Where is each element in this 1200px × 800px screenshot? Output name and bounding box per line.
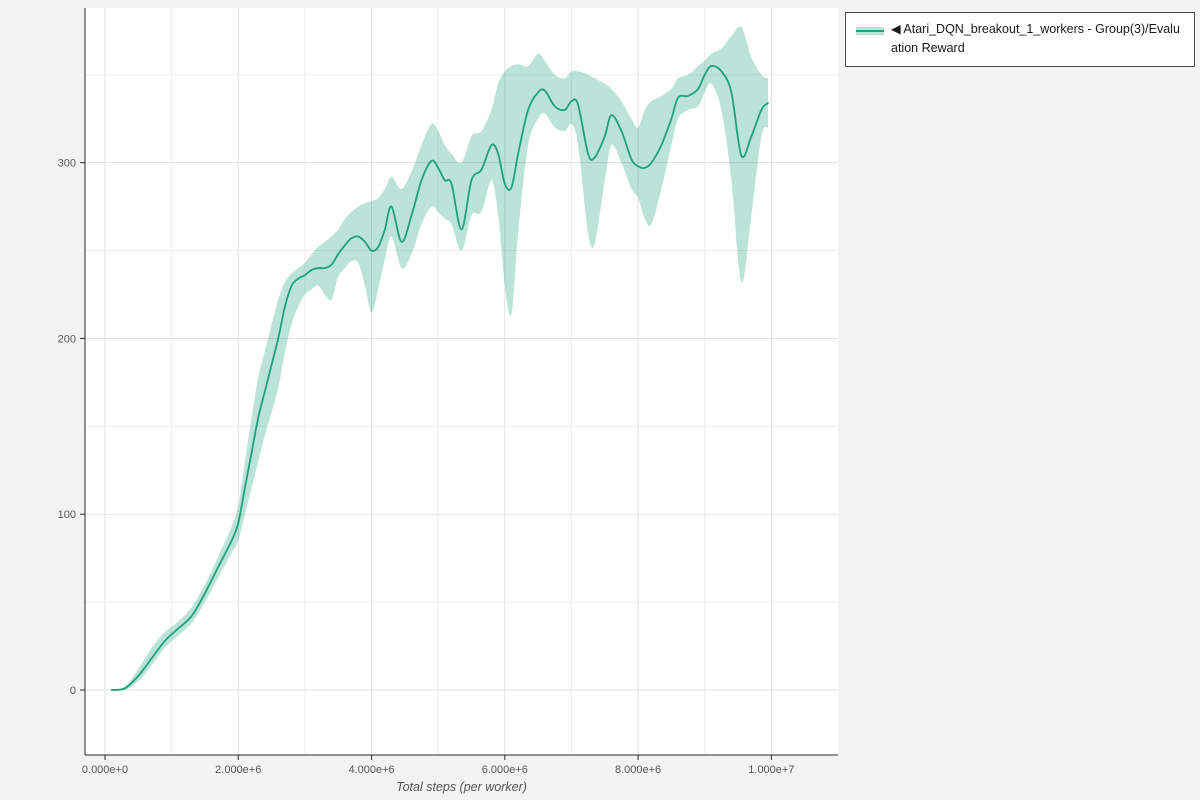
x-tick-label: 2.000e+6 xyxy=(215,764,261,776)
y-tick-label: 0 xyxy=(70,685,76,697)
legend-series-swatch-icon xyxy=(856,27,884,35)
x-tick-label: 1.000e+7 xyxy=(748,764,794,776)
x-tick-label: 6.000e+6 xyxy=(482,764,528,776)
mean-reward-line xyxy=(110,64,769,691)
confidence-band xyxy=(111,26,768,691)
x-tick-label: 4.000e+6 xyxy=(348,764,394,776)
legend[interactable]: ◀ Atari_DQN_breakout_1_workers - Group(3… xyxy=(845,12,1195,67)
x-tick-label: 0.000e+0 xyxy=(82,764,128,776)
y-tick-label: 300 xyxy=(58,158,76,170)
y-tick-label: 100 xyxy=(58,509,76,521)
plot-area xyxy=(85,8,838,755)
x-tick-label: 8.000e+6 xyxy=(615,764,661,776)
legend-label: ◀ Atari_DQN_breakout_1_workers - Group(3… xyxy=(891,22,1180,56)
x-axis-title: Total steps (per worker) xyxy=(396,780,527,794)
y-tick-label: 200 xyxy=(58,333,76,345)
